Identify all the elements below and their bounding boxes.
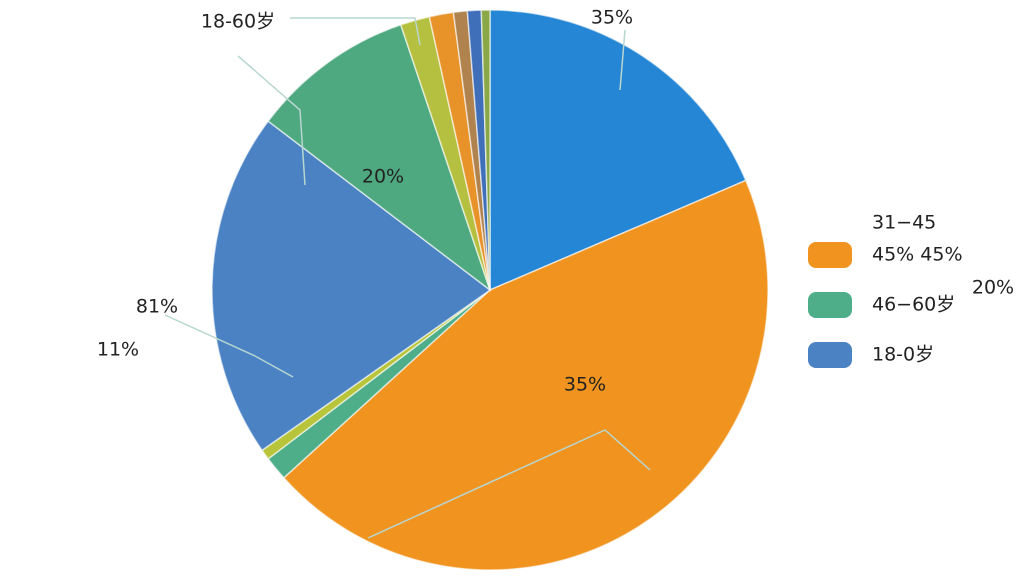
legend-swatch bbox=[808, 292, 852, 318]
annotation: 11% bbox=[97, 339, 139, 361]
annotation: 20% bbox=[972, 277, 1014, 299]
pie bbox=[211, 9, 769, 571]
leader-line bbox=[619, 29, 626, 91]
annotation: 20% bbox=[362, 166, 404, 188]
pie-slice bbox=[211, 120, 492, 452]
pie-slice bbox=[267, 23, 492, 293]
leader-line bbox=[237, 55, 306, 186]
pie-slice bbox=[480, 9, 491, 291]
annotation: 35% bbox=[564, 374, 606, 396]
pie-slice bbox=[282, 179, 769, 571]
annotation: 81% bbox=[136, 296, 178, 318]
legend-swatch bbox=[808, 342, 852, 368]
leader-lines bbox=[164, 17, 651, 539]
legend-label: 18-0岁 bbox=[872, 344, 934, 366]
legend-label: 46−60岁 bbox=[872, 294, 955, 316]
pie-slice bbox=[489, 9, 747, 292]
leader-line bbox=[164, 314, 294, 378]
legend-title: 31−45 bbox=[872, 212, 936, 234]
annotation: 18-60岁 bbox=[201, 11, 275, 33]
legend-label: 45% 45% bbox=[872, 244, 963, 266]
annotation: 35% bbox=[591, 7, 633, 29]
leader-line bbox=[290, 17, 421, 46]
legend-swatch bbox=[808, 242, 852, 268]
leader-line bbox=[367, 429, 651, 539]
